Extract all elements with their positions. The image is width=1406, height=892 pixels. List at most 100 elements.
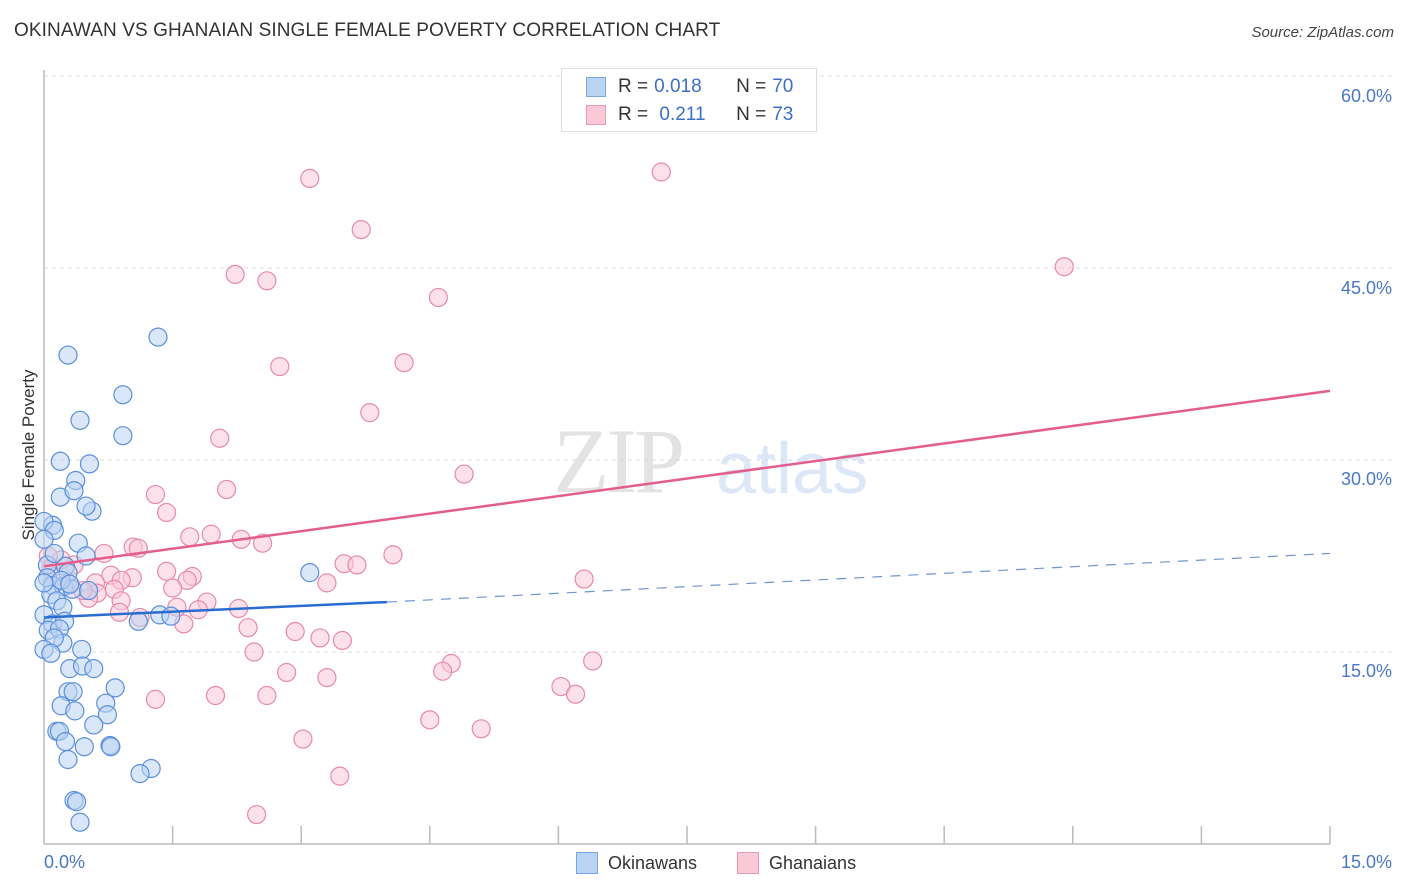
okinawans-point <box>130 763 150 784</box>
ghanaians-point <box>1054 257 1074 277</box>
ghanaians-point <box>332 630 352 651</box>
ghanaians-point <box>293 729 313 749</box>
y-tick-30: 30.0% <box>1340 469 1392 489</box>
okinawans-point <box>161 606 181 626</box>
okinawans-point <box>74 737 94 757</box>
y-tick-60: 60.0% <box>1340 86 1392 106</box>
ghanaians-swatch-icon <box>586 105 606 125</box>
okinawans-point <box>60 574 80 594</box>
ghanaians-point <box>310 628 330 648</box>
okinawans-point <box>105 678 125 698</box>
ghanaians-point <box>300 168 320 188</box>
okinawans-point <box>64 481 84 501</box>
okinawans-point <box>63 682 83 702</box>
okinawans-point <box>79 454 100 474</box>
ghanaians-point <box>247 804 267 825</box>
r-value-okinawans: 0.018 <box>654 76 702 97</box>
ghanaians-point <box>257 685 277 706</box>
ghanaians-point <box>156 561 177 581</box>
y-tick-15: 15.0% <box>1340 661 1392 681</box>
ghanaians-legend-swatch-icon <box>737 852 759 874</box>
okinawans-point <box>65 701 85 721</box>
okinawans-trend-line <box>43 600 387 619</box>
ghanaians-point <box>244 642 264 662</box>
chart-title: OKINAWAN VS GHANAIAN SINGLE FEMALE POVER… <box>14 20 721 41</box>
ghanaians-point <box>238 618 258 638</box>
okinawans-point <box>50 451 70 471</box>
ghanaians-point <box>277 662 297 683</box>
ghanaians-point <box>217 479 237 500</box>
r-label: R = <box>618 104 649 125</box>
ghanaians-point <box>145 484 166 505</box>
ghanaians-point <box>109 602 130 622</box>
ghanaians-point <box>210 428 230 448</box>
r-label: R = <box>618 76 649 97</box>
ghanaians-point <box>347 555 367 575</box>
ghanaians-point <box>420 710 440 730</box>
ghanaians-point <box>253 533 273 553</box>
ghanaians-point <box>225 264 245 284</box>
okinawans-point <box>72 639 92 660</box>
ghanaians-point <box>317 573 337 593</box>
ghanaians-point <box>156 502 177 523</box>
okinawans-point <box>58 345 78 365</box>
okinawans-point <box>84 659 104 679</box>
ghanaians-point <box>145 689 166 709</box>
legend-label-okinawans: Okinawans <box>608 852 698 873</box>
ghanaians-point <box>428 287 448 308</box>
okinawans-point <box>55 731 76 752</box>
okinawans-point <box>70 410 90 430</box>
okinawans-point <box>101 737 121 757</box>
n-value-okinawans: 70 <box>772 76 794 97</box>
stats-row-okinawans: R = 0.018 N = 70 <box>586 75 793 99</box>
ghanaians-point <box>205 685 226 706</box>
legend-label-ghanaians: Ghanaians <box>769 852 857 873</box>
okinawans-legend-swatch-icon <box>576 852 598 874</box>
y-tick-45: 45.0% <box>1340 278 1392 298</box>
y-axis-label: Single Female Poverty <box>19 369 38 541</box>
ghanaians-point <box>351 220 371 240</box>
ghanaians-point <box>565 684 586 704</box>
ghanaians-point <box>257 271 277 291</box>
x-tick-max: 15.0% <box>1340 852 1392 872</box>
ghanaians-point <box>285 621 305 642</box>
ghanaians-point <box>270 356 290 377</box>
ghanaians-point <box>394 353 414 373</box>
okinawans-trend-extension <box>386 552 1331 603</box>
r-value-ghanaians: 0.211 <box>654 104 706 125</box>
n-label: N = <box>736 76 767 97</box>
stats-legend: R = 0.018 N = 70 R = 0.211 N = 73 <box>561 68 817 132</box>
ghanaians-point <box>454 464 474 484</box>
okinawans-point <box>84 715 104 735</box>
ghanaians-point <box>317 667 337 688</box>
okinawans-point <box>148 327 168 347</box>
x-tick-min: 0.0% <box>44 852 86 872</box>
okinawans-point <box>41 643 61 663</box>
source-attribution: Source: ZipAtlas.com <box>1251 24 1394 41</box>
ghanaians-point <box>180 527 200 547</box>
okinawans-point <box>113 385 133 405</box>
legend-item-ghanaians[interactable]: Ghanaians <box>737 852 856 874</box>
okinawans-point <box>113 426 133 446</box>
okinawans-point <box>76 496 96 516</box>
ghanaians-point <box>651 162 671 182</box>
ghanaians-point <box>360 403 380 423</box>
legend-item-okinawans[interactable]: Okinawans <box>576 852 697 874</box>
okinawans-swatch-icon <box>586 77 606 97</box>
ghanaians-point <box>201 524 221 544</box>
stats-row-ghanaians: R = 0.211 N = 73 <box>586 103 793 127</box>
ghanaians-point <box>471 719 491 739</box>
ghanaians-point <box>583 651 603 671</box>
ghanaians-point <box>330 766 350 786</box>
okinawans-point <box>128 611 148 631</box>
okinawans-point <box>66 792 87 812</box>
okinawans-point <box>70 812 90 832</box>
ghanaians-point <box>163 578 183 598</box>
okinawans-point <box>97 705 118 725</box>
okinawans-point <box>300 563 320 583</box>
okinawans-point <box>58 749 78 770</box>
okinawans-point <box>34 573 54 593</box>
okinawans-point <box>44 543 64 564</box>
ghanaians-point <box>433 661 453 681</box>
